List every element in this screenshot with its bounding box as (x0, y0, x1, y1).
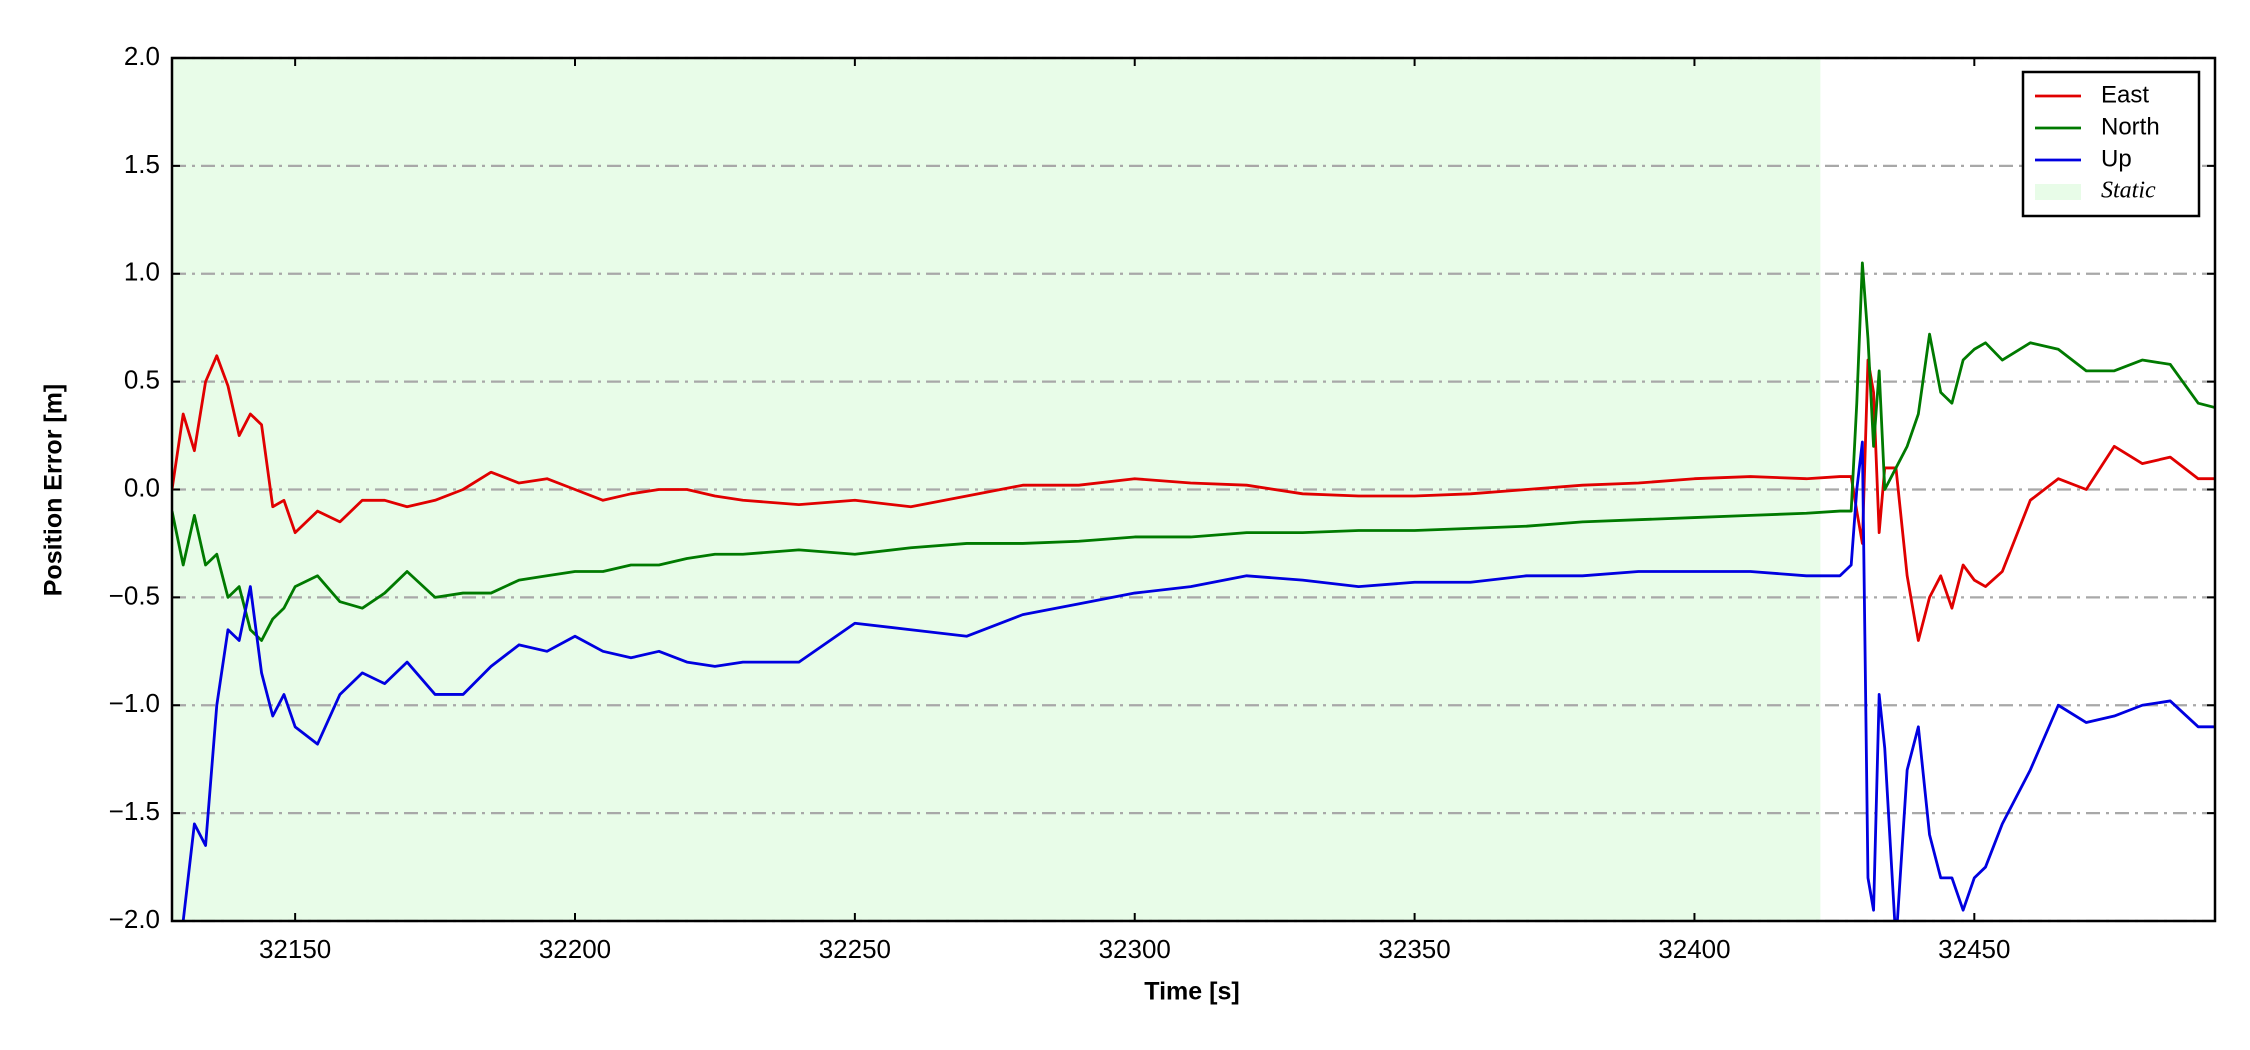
plot-frame (170, 56, 2217, 923)
x-axis-label: Time [s] (1144, 978, 1239, 1006)
y-tick-label: 2.0 (124, 41, 160, 71)
legend-swatch (2035, 184, 2081, 200)
series-line (172, 261, 2215, 642)
legend-label: Up (2101, 145, 2132, 172)
x-tick-label: 32300 (1099, 934, 1171, 964)
y-tick-label: −0.5 (109, 580, 160, 610)
legend-label: North (2101, 113, 2160, 140)
series-line (172, 354, 2215, 642)
y-tick-label: 1.0 (124, 257, 160, 287)
legend-label: Static (2101, 178, 2156, 204)
x-tick-label: 32350 (1378, 934, 1450, 964)
y-tick-label: −1.0 (109, 688, 160, 718)
y-tick-label: −2.0 (109, 904, 160, 934)
y-tick-label: 1.5 (124, 149, 160, 179)
y-axis-label: Position Error [m] (40, 384, 68, 597)
y-tick-label: 0.0 (124, 472, 160, 502)
x-tick-label: 32400 (1658, 934, 1730, 964)
legend-label: East (2101, 81, 2149, 108)
x-tick-label: 32450 (1938, 934, 2010, 964)
x-tick-label: 32200 (539, 934, 611, 964)
y-tick-label: 0.5 (124, 365, 160, 395)
series-line (181, 440, 2215, 921)
x-tick-label: 32250 (819, 934, 891, 964)
x-tick-label: 32150 (259, 934, 331, 964)
y-tick-label: −1.5 (109, 796, 160, 826)
